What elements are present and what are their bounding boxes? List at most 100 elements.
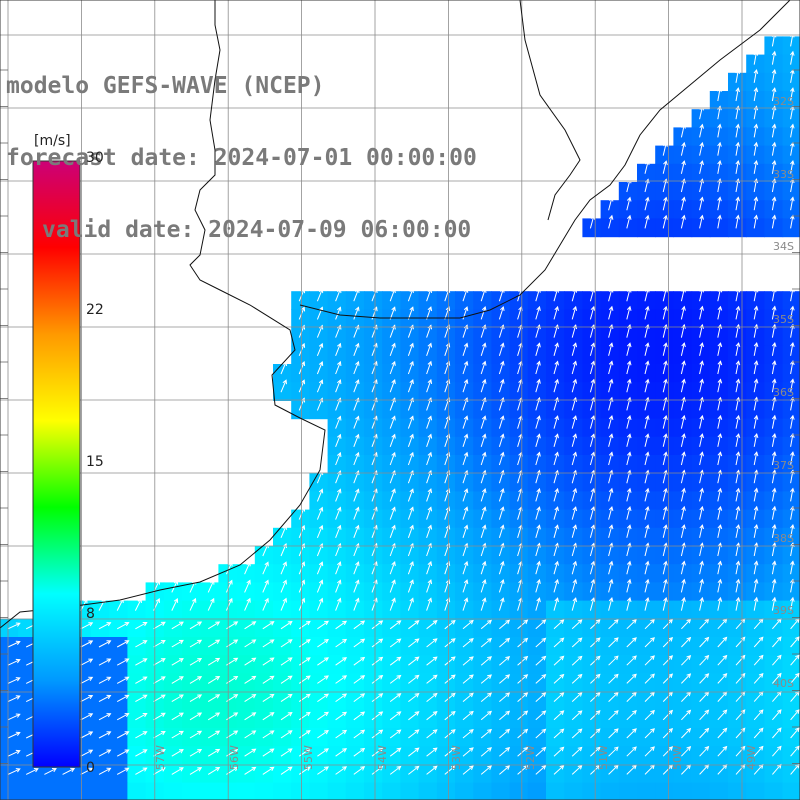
wind-arrow <box>535 655 547 666</box>
wind-arrow <box>790 672 800 684</box>
wind-arrow <box>790 727 800 739</box>
field-cell <box>764 327 784 347</box>
field-cell <box>509 436 529 456</box>
wind-arrow <box>407 561 414 575</box>
wind-arrow <box>426 360 433 375</box>
wind-arrow <box>699 433 704 447</box>
field-cell <box>564 509 583 529</box>
field-cell <box>691 491 711 511</box>
field-cell <box>691 109 711 128</box>
field-cell <box>473 546 492 565</box>
wind-arrow <box>335 451 342 466</box>
wind-arrow <box>699 451 704 466</box>
wind-arrow <box>553 710 565 721</box>
wind-arrow <box>771 305 777 320</box>
field-cell <box>582 218 602 238</box>
field-cell <box>764 491 784 511</box>
field-cell <box>709 418 729 438</box>
field-cell <box>637 546 656 565</box>
wind-arrow <box>680 305 686 320</box>
field-cell <box>673 418 693 438</box>
wind-arrow <box>262 766 275 775</box>
field-cell <box>327 291 347 310</box>
wind-arrow <box>608 728 619 739</box>
field-cell <box>637 345 656 365</box>
field-cell <box>709 382 729 401</box>
wind-arrow <box>626 305 632 320</box>
field-cell <box>527 782 547 800</box>
field-cell <box>655 327 674 347</box>
wind-arrow <box>589 342 596 356</box>
field-cell <box>564 455 583 474</box>
field-cell <box>291 600 310 620</box>
field-cell <box>637 746 656 765</box>
wind-arrow <box>535 728 547 739</box>
wind-arrow <box>389 379 396 393</box>
wind-arrow <box>699 596 704 611</box>
wind-arrow <box>207 676 221 684</box>
field-cell <box>618 364 638 383</box>
wind-arrow <box>644 560 650 575</box>
wind-arrow <box>571 673 583 684</box>
field-cell <box>637 655 656 674</box>
field-cell <box>673 473 693 492</box>
wind-arrow <box>408 747 420 757</box>
wind-arrow <box>480 287 487 302</box>
wind-arrow <box>244 730 257 739</box>
field-cell <box>509 291 529 310</box>
field-cell <box>764 400 784 420</box>
field-cell <box>746 509 765 529</box>
lon-label: 56W <box>228 745 241 770</box>
wind-arrow <box>480 360 487 375</box>
field-cell <box>473 364 492 383</box>
wind-arrow <box>717 360 723 375</box>
field-cell <box>746 309 765 329</box>
lon-label: 54W <box>376 745 389 770</box>
field-cell <box>309 582 329 602</box>
field-cell <box>527 527 547 547</box>
wind-arrow <box>444 674 456 684</box>
field-cell <box>345 418 365 438</box>
wind-arrow <box>480 306 487 320</box>
wind-arrow <box>353 379 360 393</box>
field-cell <box>509 345 529 365</box>
field-cell <box>455 382 474 401</box>
field-cell <box>455 455 474 474</box>
wind-arrow <box>753 487 759 502</box>
wind-arrow <box>244 748 257 757</box>
wind-arrow <box>717 524 723 538</box>
wind-arrow <box>699 123 704 138</box>
wind-arrow <box>553 342 559 356</box>
wind-arrow <box>135 767 148 775</box>
wind-arrow <box>680 433 686 447</box>
field-cell <box>764 109 784 128</box>
wind-arrow <box>699 342 704 356</box>
wind-arrow <box>335 288 342 302</box>
wind-arrow <box>335 561 342 575</box>
field-cell <box>436 327 456 347</box>
field-cell <box>491 382 511 401</box>
field-cell <box>637 764 656 784</box>
wind-arrow <box>535 487 541 502</box>
wind-arrow <box>535 637 547 648</box>
field-cell <box>400 527 420 547</box>
field-cell <box>491 345 511 365</box>
wind-arrow <box>553 487 559 502</box>
field-cell <box>455 327 474 347</box>
wind-arrow <box>735 487 741 502</box>
wind-arrow <box>389 747 402 757</box>
wind-arrow <box>135 713 148 721</box>
field-cell <box>236 600 256 620</box>
wind-arrow <box>790 87 795 102</box>
field-cell <box>782 600 800 620</box>
wind-arrow <box>462 560 469 575</box>
field-cell <box>600 200 620 219</box>
field-cell <box>364 291 383 310</box>
field-cell <box>382 600 401 620</box>
wind-arrow <box>662 451 668 466</box>
wind-arrow <box>735 433 741 447</box>
field-cell <box>782 291 800 310</box>
wind-arrow <box>462 638 474 648</box>
wind-arrow <box>608 360 614 375</box>
field-cell <box>691 400 711 420</box>
